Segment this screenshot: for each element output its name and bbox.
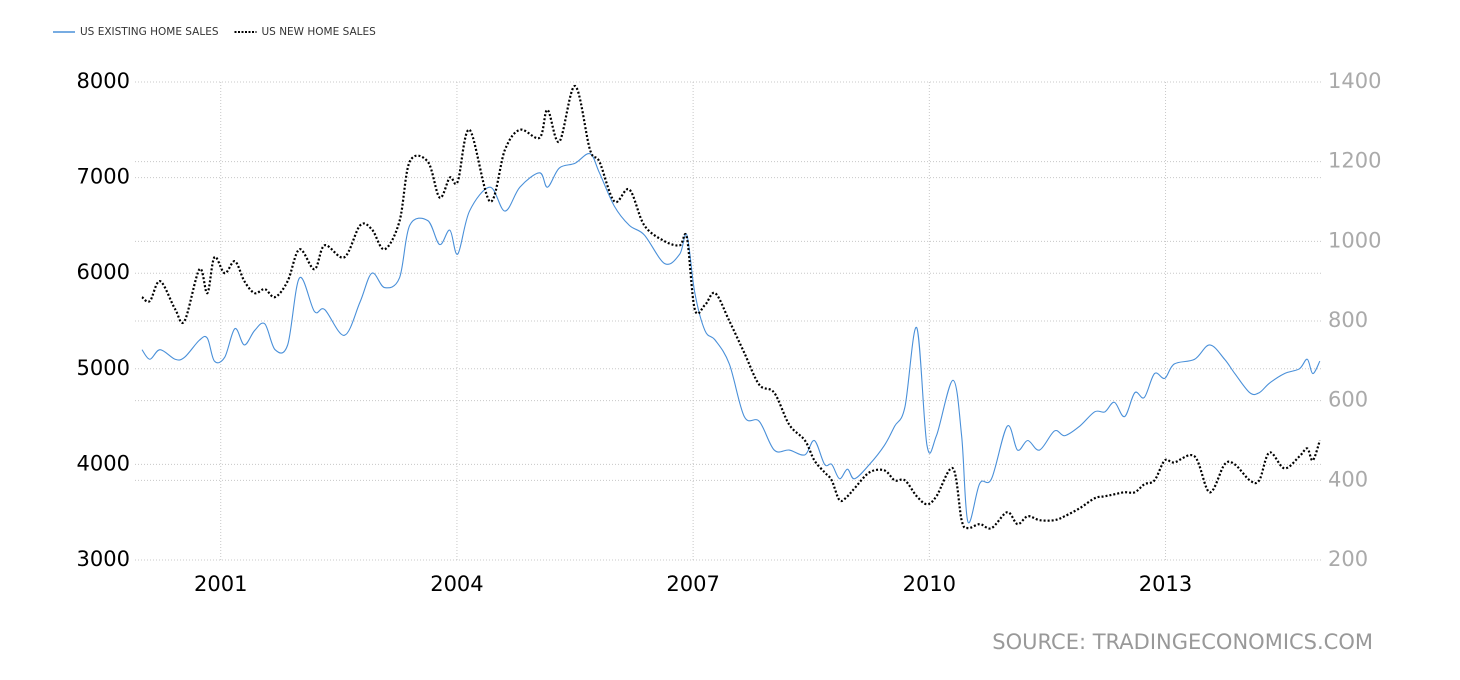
y-tick-label: 4000 bbox=[77, 451, 130, 475]
x-tick-label: 2007 bbox=[666, 572, 719, 596]
legend-label: US EXISTING HOME SALES bbox=[80, 26, 219, 38]
y2-tick-label: 1200 bbox=[1328, 149, 1381, 173]
x-tick-label: 2001 bbox=[194, 572, 247, 596]
y-tick-label: 3000 bbox=[77, 547, 130, 571]
y-tick-label: 7000 bbox=[77, 165, 130, 189]
series-line bbox=[141, 153, 1321, 524]
y-tick-label: 8000 bbox=[77, 69, 130, 93]
x-tick-label: 2004 bbox=[430, 572, 483, 596]
x-tick-label: 2013 bbox=[1139, 572, 1192, 596]
series-line bbox=[141, 84, 1321, 530]
y-tick-label: 5000 bbox=[77, 356, 130, 380]
y-tick-label: 6000 bbox=[77, 260, 130, 284]
y2-tick-label: 400 bbox=[1328, 467, 1368, 491]
legend-label: US NEW HOME SALES bbox=[262, 26, 377, 38]
y2-tick-label: 1000 bbox=[1328, 228, 1381, 252]
x-tick-label: 2010 bbox=[903, 572, 956, 596]
y2-tick-label: 600 bbox=[1328, 388, 1368, 412]
source: SOURCE: TRADINGECONOMICS.COM bbox=[992, 630, 1373, 654]
y2-tick-label: 800 bbox=[1328, 308, 1368, 332]
y2-tick-label: 200 bbox=[1328, 547, 1368, 571]
y2-tick-label: 1400 bbox=[1328, 69, 1381, 93]
